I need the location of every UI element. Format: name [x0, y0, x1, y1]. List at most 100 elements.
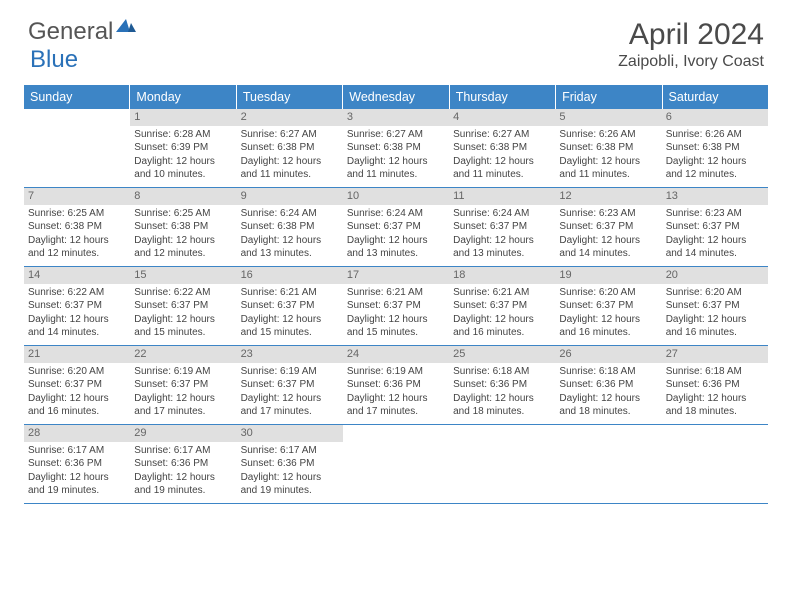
daylight-line: Daylight: 12 hours and 15 minutes. — [241, 313, 339, 340]
day-body: Sunrise: 6:26 AMSunset: 6:38 PMDaylight:… — [666, 128, 764, 182]
sunrise-line: Sunrise: 6:19 AM — [241, 365, 339, 379]
day-cell-18: 18Sunrise: 6:21 AMSunset: 6:37 PMDayligh… — [449, 267, 555, 345]
day-body: Sunrise: 6:22 AMSunset: 6:37 PMDaylight:… — [134, 286, 232, 340]
logo-sail-icon — [116, 17, 136, 40]
day-number: 2 — [237, 109, 343, 126]
day-cell-empty: . — [449, 425, 555, 503]
page-title: April 2024 — [618, 18, 764, 51]
sunset-line: Sunset: 6:37 PM — [453, 220, 551, 234]
sunset-line: Sunset: 6:37 PM — [134, 299, 232, 313]
day-cell-24: 24Sunrise: 6:19 AMSunset: 6:36 PMDayligh… — [343, 346, 449, 424]
day-cell-30: 30Sunrise: 6:17 AMSunset: 6:36 PMDayligh… — [237, 425, 343, 503]
sunrise-line: Sunrise: 6:24 AM — [347, 207, 445, 221]
day-body: Sunrise: 6:25 AMSunset: 6:38 PMDaylight:… — [134, 207, 232, 261]
day-cell-empty: . — [343, 425, 449, 503]
day-body: Sunrise: 6:20 AMSunset: 6:37 PMDaylight:… — [559, 286, 657, 340]
day-number: 22 — [130, 346, 236, 363]
day-cell-25: 25Sunrise: 6:18 AMSunset: 6:36 PMDayligh… — [449, 346, 555, 424]
day-body: Sunrise: 6:17 AMSunset: 6:36 PMDaylight:… — [28, 444, 126, 498]
day-body: Sunrise: 6:28 AMSunset: 6:39 PMDaylight:… — [134, 128, 232, 182]
day-cell-1: 1 Sunrise: 6:28 AMSunset: 6:39 PMDaylight… — [130, 109, 236, 187]
dow-wednesday: Wednesday — [343, 85, 449, 109]
sunrise-line: Sunrise: 6:25 AM — [134, 207, 232, 221]
calendar: SundayMondayTuesdayWednesdayThursdayFrid… — [24, 85, 768, 504]
sunrise-line: Sunrise: 6:20 AM — [666, 286, 764, 300]
day-body: Sunrise: 6:24 AMSunset: 6:37 PMDaylight:… — [453, 207, 551, 261]
day-number: 20 — [662, 267, 768, 284]
daylight-line: Daylight: 12 hours and 11 minutes. — [559, 155, 657, 182]
day-cell-16: 16Sunrise: 6:21 AMSunset: 6:37 PMDayligh… — [237, 267, 343, 345]
daylight-line: Daylight: 12 hours and 11 minutes. — [347, 155, 445, 182]
day-of-week-row: SundayMondayTuesdayWednesdayThursdayFrid… — [24, 85, 768, 109]
day-body: Sunrise: 6:20 AMSunset: 6:37 PMDaylight:… — [28, 365, 126, 419]
sunrise-line: Sunrise: 6:28 AM — [134, 128, 232, 142]
sunset-line: Sunset: 6:37 PM — [666, 220, 764, 234]
daylight-line: Daylight: 12 hours and 14 minutes. — [559, 234, 657, 261]
daylight-line: Daylight: 12 hours and 19 minutes. — [28, 471, 126, 498]
sunset-line: Sunset: 6:36 PM — [347, 378, 445, 392]
sunset-line: Sunset: 6:37 PM — [28, 378, 126, 392]
day-body: Sunrise: 6:17 AMSunset: 6:36 PMDaylight:… — [241, 444, 339, 498]
day-number: 19 — [555, 267, 661, 284]
day-body: Sunrise: 6:24 AMSunset: 6:37 PMDaylight:… — [347, 207, 445, 261]
sunrise-line: Sunrise: 6:22 AM — [28, 286, 126, 300]
sunset-line: Sunset: 6:37 PM — [28, 299, 126, 313]
day-cell-8: 8Sunrise: 6:25 AMSunset: 6:38 PMDaylight… — [130, 188, 236, 266]
day-number: 3 — [343, 109, 449, 126]
daylight-line: Daylight: 12 hours and 18 minutes. — [666, 392, 764, 419]
location: Zaipobli, Ivory Coast — [618, 53, 764, 71]
daylight-line: Daylight: 12 hours and 18 minutes. — [453, 392, 551, 419]
sunset-line: Sunset: 6:36 PM — [241, 457, 339, 471]
day-number: 7 — [24, 188, 130, 205]
sunset-line: Sunset: 6:36 PM — [453, 378, 551, 392]
day-cell-empty: . — [662, 425, 768, 503]
day-number: 1 — [130, 109, 236, 126]
day-cell-15: 15 Sunrise: 6:22 AMSunset: 6:37 PMDayligh… — [130, 267, 236, 345]
day-cell-14: 14Sunrise: 6:22 AMSunset: 6:37 PMDayligh… — [24, 267, 130, 345]
day-cell-10: 10Sunrise: 6:24 AMSunset: 6:37 PMDayligh… — [343, 188, 449, 266]
day-body: Sunrise: 6:23 AMSunset: 6:37 PMDaylight:… — [559, 207, 657, 261]
day-number: 4 — [449, 109, 555, 126]
sunrise-line: Sunrise: 6:25 AM — [28, 207, 126, 221]
dow-tuesday: Tuesday — [237, 85, 343, 109]
dow-saturday: Saturday — [663, 85, 768, 109]
dow-sunday: Sunday — [24, 85, 130, 109]
day-body: Sunrise: 6:22 AMSunset: 6:37 PMDaylight:… — [28, 286, 126, 340]
day-body: Sunrise: 6:17 AMSunset: 6:36 PMDaylight:… — [134, 444, 232, 498]
sunrise-line: Sunrise: 6:23 AM — [666, 207, 764, 221]
daylight-line: Daylight: 12 hours and 16 minutes. — [666, 313, 764, 340]
daylight-line: Daylight: 12 hours and 16 minutes. — [559, 313, 657, 340]
sunset-line: Sunset: 6:36 PM — [559, 378, 657, 392]
sunrise-line: Sunrise: 6:17 AM — [134, 444, 232, 458]
day-cell-2: 2 Sunrise: 6:27 AMSunset: 6:38 PMDaylight… — [237, 109, 343, 187]
day-cell-19: 19 Sunrise: 6:20 AMSunset: 6:37 PMDayligh… — [555, 267, 661, 345]
day-number: 25 — [449, 346, 555, 363]
day-number: 11 — [449, 188, 555, 205]
day-cell-11: 11 Sunrise: 6:24 AMSunset: 6:37 PMDayligh… — [449, 188, 555, 266]
sunset-line: Sunset: 6:38 PM — [559, 141, 657, 155]
day-cell-6: 6Sunrise: 6:26 AMSunset: 6:38 PMDaylight… — [662, 109, 768, 187]
sunrise-line: Sunrise: 6:27 AM — [241, 128, 339, 142]
day-number: 29 — [130, 425, 236, 442]
day-cell-4: 4Sunrise: 6:27 AMSunset: 6:38 PMDaylight… — [449, 109, 555, 187]
day-body: Sunrise: 6:26 AMSunset: 6:38 PMDaylight:… — [559, 128, 657, 182]
sunset-line: Sunset: 6:37 PM — [347, 299, 445, 313]
day-body: Sunrise: 6:27 AMSunset: 6:38 PMDaylight:… — [241, 128, 339, 182]
day-body: Sunrise: 6:21 AMSunset: 6:37 PMDaylight:… — [241, 286, 339, 340]
week-row: 21Sunrise: 6:20 AMSunset: 6:37 PMDayligh… — [24, 346, 768, 425]
sunrise-line: Sunrise: 6:21 AM — [453, 286, 551, 300]
day-number: 17 — [343, 267, 449, 284]
daylight-line: Daylight: 12 hours and 11 minutes. — [241, 155, 339, 182]
sunrise-line: Sunrise: 6:18 AM — [559, 365, 657, 379]
sunrise-line: Sunrise: 6:27 AM — [453, 128, 551, 142]
day-number: 15 — [130, 267, 236, 284]
week-row: 14Sunrise: 6:22 AMSunset: 6:37 PMDayligh… — [24, 267, 768, 346]
sunset-line: Sunset: 6:37 PM — [347, 220, 445, 234]
sunset-line: Sunset: 6:36 PM — [134, 457, 232, 471]
daylight-line: Daylight: 12 hours and 17 minutes. — [347, 392, 445, 419]
day-cell-26: 26Sunrise: 6:18 AMSunset: 6:36 PMDayligh… — [555, 346, 661, 424]
sunset-line: Sunset: 6:36 PM — [28, 457, 126, 471]
sunrise-line: Sunrise: 6:24 AM — [453, 207, 551, 221]
sunset-line: Sunset: 6:38 PM — [453, 141, 551, 155]
day-number: 5 — [555, 109, 661, 126]
